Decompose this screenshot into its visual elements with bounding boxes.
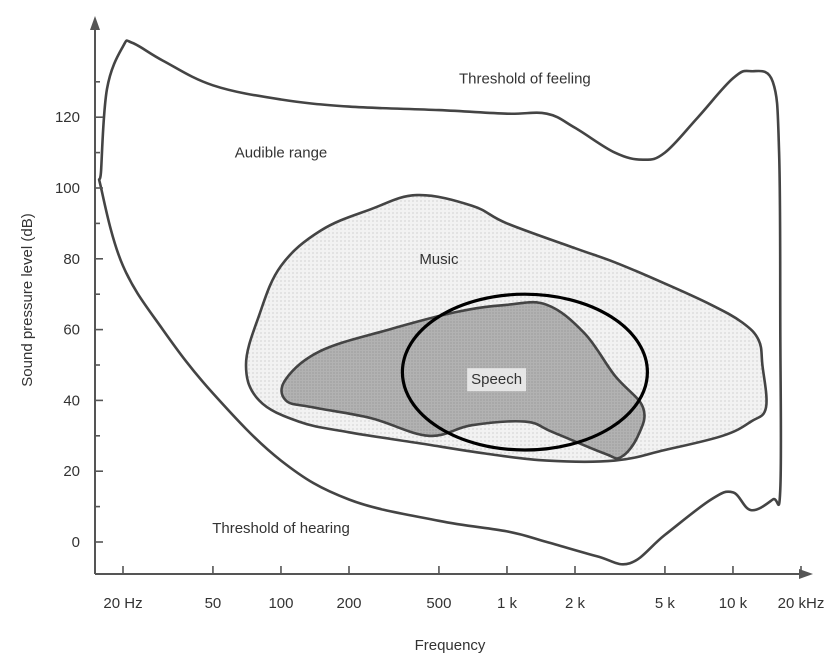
speech-label: Speech — [471, 371, 522, 388]
x-tick-label: 200 — [336, 595, 361, 612]
speech-highlight-circle — [400, 292, 650, 452]
x-tick-label: 100 — [268, 595, 293, 612]
labels-layer: Threshold of feeling Audible range Music… — [19, 70, 591, 654]
y-tick-label: 40 — [63, 392, 80, 409]
y-tick-label: 120 — [55, 109, 80, 126]
audible-range-label: Audible range — [235, 145, 328, 162]
regions-layer — [97, 39, 783, 566]
x-tick-label: 50 — [205, 595, 222, 612]
x-tick-label: 20 Hz — [103, 595, 142, 612]
x-tick-label: 5 k — [655, 595, 676, 612]
speech-label-background — [467, 368, 527, 392]
x-tick-label: 10 k — [719, 595, 748, 612]
x-tick-label: 20 kHz — [778, 595, 825, 612]
audible-range-outline — [97, 39, 783, 566]
y-axis-title: Sound pressure level (dB) — [19, 213, 36, 386]
x-axis-title: Frequency — [415, 637, 486, 654]
x-tick-label: 1 k — [497, 595, 518, 612]
y-tick-label: 0 — [72, 534, 80, 551]
y-ticks-layer: 0 20 40 60 80 100 120 — [55, 81, 103, 551]
threshold-of-hearing-label: Threshold of hearing — [212, 520, 350, 537]
x-tick-label: 2 k — [565, 595, 586, 612]
x-axis-arrow-icon — [799, 569, 813, 579]
x-ticks-layer: 20 Hz 50 100 200 500 1 k 2 k 5 k 10 k 20 kHz — [103, 566, 824, 612]
x-tick-label: 500 — [426, 595, 451, 612]
threshold-of-feeling-label: Threshold of feeling — [459, 70, 591, 87]
y-tick-label: 80 — [63, 251, 80, 268]
y-tick-label: 60 — [63, 322, 80, 339]
y-tick-label: 100 — [55, 180, 80, 197]
y-tick-label: 20 — [63, 463, 80, 480]
y-axis-arrow-icon — [90, 16, 100, 30]
speech-region — [280, 300, 646, 460]
music-label: Music — [419, 251, 459, 268]
